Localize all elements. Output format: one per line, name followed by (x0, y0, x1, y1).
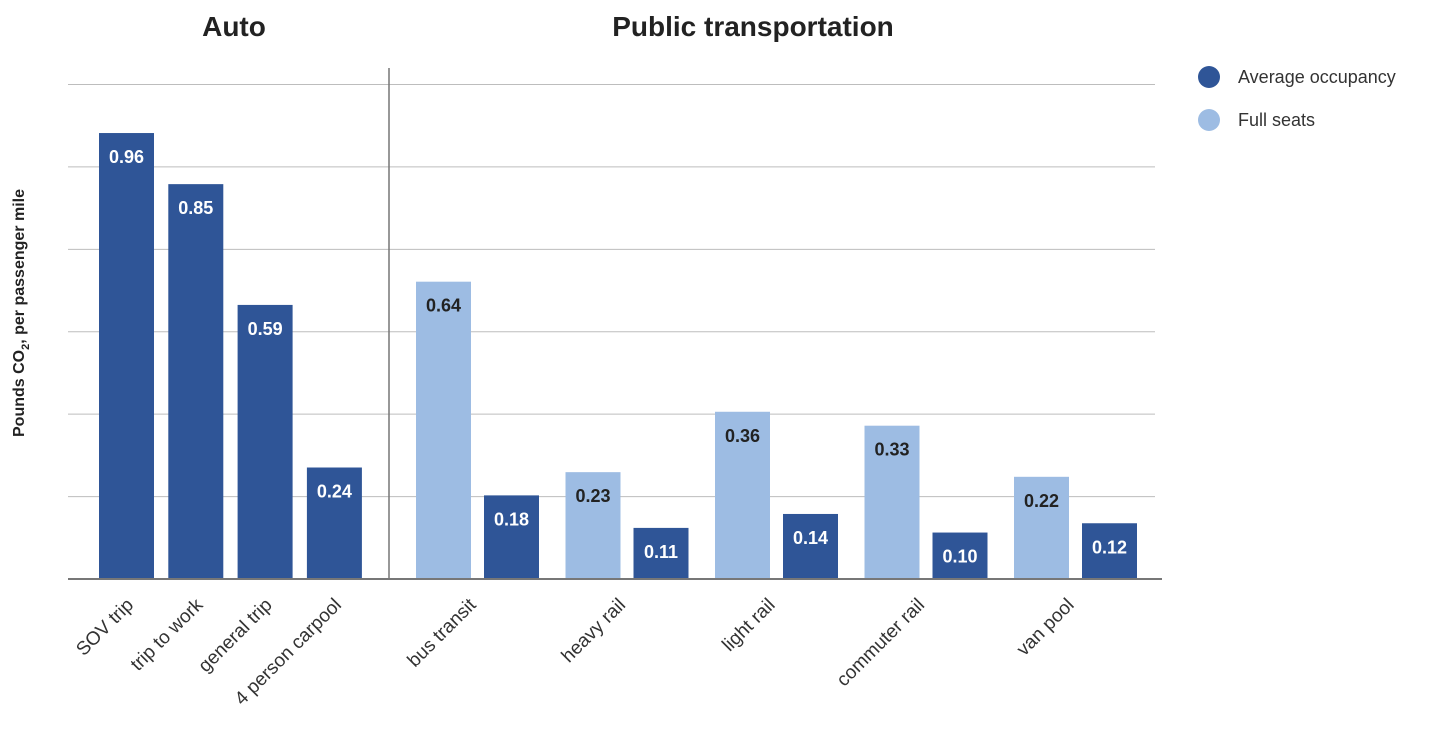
x-tick-label: bus transit (404, 594, 481, 671)
y-axis-label-subscript: 2 (20, 344, 32, 350)
bar-value-label: 0.24 (317, 482, 352, 502)
bar-value-label: 0.11 (644, 542, 678, 562)
x-tick-label: light rail (718, 595, 779, 656)
bar-trip-to-work-average-occupancy (168, 184, 224, 580)
group-titles: Auto Public transportation (202, 11, 894, 42)
bar-general-trip-average-occupancy (237, 304, 293, 579)
bar-4-person-carpool-average-occupancy (306, 467, 362, 579)
bar-van-pool-full-seats (1014, 476, 1069, 579)
bar-value-label: 0.33 (874, 440, 909, 460)
bar-value-label: 0.10 (942, 547, 977, 567)
bar-value-label: 0.14 (793, 528, 828, 548)
bar-light-rail-average-occupancy (783, 513, 838, 579)
x-tick-label: van pool (1013, 595, 1079, 661)
bar-value-label: 0.23 (575, 486, 610, 506)
legend-label-full-seats: Full seats (1238, 110, 1315, 130)
bar-value-label: 0.36 (725, 426, 760, 446)
x-tick-label: heavy rail (558, 595, 630, 667)
bars: 0.96 0.85 0.59 0.24 0.64 0.18 0.23 0.11 0.36 0.14… (99, 133, 1137, 580)
legend: Average occupancy Full seats (1198, 66, 1396, 131)
grid-lines (68, 83, 1155, 498)
bar-value-label: 0.18 (494, 509, 529, 529)
x-tick-label: commuter rail (833, 595, 929, 691)
y-axis-label-main: Pounds CO (11, 350, 28, 437)
bar-value-label: 0.59 (248, 319, 283, 339)
bar-van-pool-average-occupancy (1082, 523, 1137, 579)
legend-swatch-full-seats (1198, 109, 1220, 131)
bar-value-label: 0.96 (109, 147, 144, 167)
y-axis-label-rest: , per passenger mile (11, 189, 28, 344)
bar-value-label: 0.64 (426, 296, 461, 316)
x-tick-label: SOV trip (72, 595, 138, 661)
bar-commuter-rail-full-seats (864, 425, 920, 579)
legend-swatch-average-occupancy (1198, 66, 1220, 88)
group-title-public: Public transportation (612, 11, 894, 42)
bar-value-label: 0.22 (1024, 491, 1059, 511)
bar-value-label: 0.85 (178, 198, 213, 218)
bar-heavy-rail-full-seats (565, 472, 621, 579)
y-axis-label: Pounds CO2, per passenger mile (11, 189, 32, 437)
bar-bus-transit-full-seats (416, 281, 471, 579)
bar-value-label: 0.12 (1092, 537, 1127, 557)
bar-light-rail-full-seats (715, 411, 770, 579)
legend-label-average-occupancy: Average occupancy (1238, 67, 1396, 87)
bar-SOV-trip-average-occupancy (99, 133, 154, 579)
bar-bus-transit-average-occupancy (484, 495, 539, 579)
bar-commuter-rail-average-occupancy (932, 532, 988, 579)
group-title-auto: Auto (202, 11, 266, 42)
bar-heavy-rail-average-occupancy (633, 527, 689, 579)
